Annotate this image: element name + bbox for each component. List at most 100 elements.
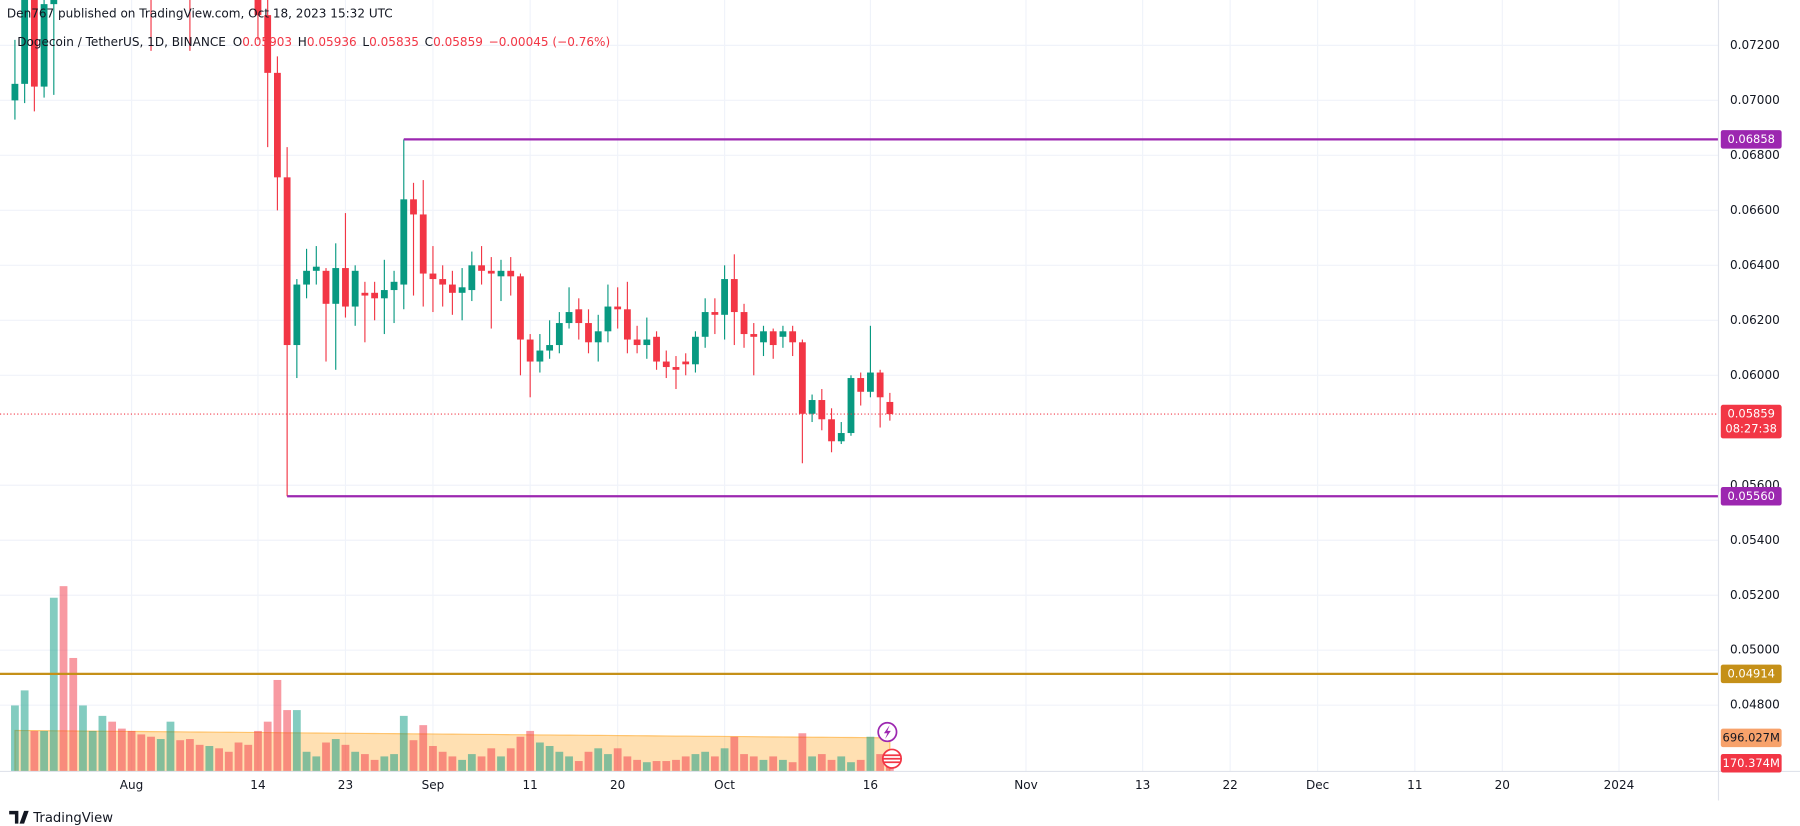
x-tick-label: Oct xyxy=(714,778,735,792)
candle-body xyxy=(789,331,797,343)
candle-body xyxy=(876,372,884,398)
volume-bar xyxy=(195,744,204,772)
candle-body xyxy=(283,177,291,346)
volume-bar xyxy=(302,751,311,772)
ohlc-value: 0.05859 xyxy=(433,34,483,48)
brand-logo xyxy=(9,810,29,824)
candle-body xyxy=(254,0,262,16)
x-tick-label: 13 xyxy=(1135,778,1150,792)
ohlc-key: C xyxy=(425,34,433,48)
volume-bar xyxy=(788,762,797,772)
candle-body xyxy=(867,372,874,392)
volume-bar xyxy=(322,742,330,772)
event-icon-glyph xyxy=(883,725,891,739)
volume-bar xyxy=(147,736,155,772)
level-label-bg xyxy=(1720,486,1782,506)
volume-bar xyxy=(40,730,48,772)
candle-body xyxy=(769,331,777,346)
candle-body xyxy=(565,312,573,324)
volume-bar xyxy=(117,728,126,772)
candle-body xyxy=(779,331,787,337)
candle-body xyxy=(585,323,592,343)
volume-bar xyxy=(681,756,690,772)
candle-body xyxy=(760,331,767,343)
candle-body xyxy=(594,331,602,343)
x-tick-label: 16 xyxy=(863,778,878,792)
volume-bar xyxy=(467,754,476,772)
candle-body xyxy=(264,15,272,73)
candle-body xyxy=(526,339,534,362)
publish-note: Den767 published on TradingView.com, Oct… xyxy=(7,6,393,20)
x-tick-label: 11 xyxy=(1407,778,1422,792)
volume-bar xyxy=(59,586,68,772)
candle-body xyxy=(380,290,388,299)
volume-pane xyxy=(11,586,894,772)
volume-bar xyxy=(108,721,117,772)
volume-bar xyxy=(156,739,165,772)
candle-body xyxy=(730,279,738,313)
y-tick-label: 0.06000 xyxy=(1730,368,1780,382)
level-label: 0.05560 xyxy=(1727,489,1774,503)
volume-bar xyxy=(749,756,758,772)
candle-body xyxy=(575,309,583,324)
volume-bar xyxy=(215,748,223,772)
candle-body xyxy=(351,270,359,307)
candle-body xyxy=(798,342,806,414)
volume-bar xyxy=(98,715,107,772)
candle-body xyxy=(400,199,408,285)
volume-bar xyxy=(448,756,457,772)
volume-bar xyxy=(390,754,398,772)
volume-bar xyxy=(633,759,641,772)
candle-body xyxy=(701,312,709,337)
candle-body xyxy=(614,306,622,310)
candle-body xyxy=(711,312,719,315)
volume-bar xyxy=(516,736,525,772)
volume-bar xyxy=(69,657,78,772)
candle-body xyxy=(458,287,466,293)
volume-bar xyxy=(623,756,632,772)
candle-body xyxy=(721,279,729,315)
volume-bar xyxy=(594,748,603,772)
x-tick-label: 2024 xyxy=(1604,778,1635,792)
volume-bar xyxy=(798,733,807,772)
volume-bar xyxy=(49,597,58,772)
candles xyxy=(11,0,894,497)
volume-bar xyxy=(283,710,292,772)
candle-body xyxy=(623,309,631,340)
candle-body xyxy=(322,270,330,304)
volume-bar xyxy=(370,759,379,772)
event-icon-glyph xyxy=(882,754,902,764)
candle-body xyxy=(886,401,894,415)
candle-body xyxy=(517,276,524,340)
volume-bar xyxy=(292,710,301,772)
candle-body xyxy=(633,339,641,346)
volume-bar xyxy=(419,725,428,772)
x-tick-label: 11 xyxy=(522,778,537,792)
volume-bar xyxy=(672,759,680,772)
volume-bar xyxy=(584,751,593,772)
candle-body xyxy=(312,266,320,271)
volume-bar xyxy=(351,751,360,772)
y-tick-label: 0.05200 xyxy=(1730,588,1780,602)
volume-bar xyxy=(545,745,554,772)
volume-bar xyxy=(565,756,573,772)
y-tick-label: 0.05400 xyxy=(1730,533,1780,547)
x-tick-label: Nov xyxy=(1014,778,1038,792)
volume-bar xyxy=(166,721,175,772)
candle-body xyxy=(468,265,476,291)
candle-body xyxy=(50,0,58,5)
ohlc-key: H xyxy=(298,34,307,48)
volume-bar xyxy=(361,754,369,772)
volume-bar xyxy=(186,739,194,772)
candle-body xyxy=(692,336,699,365)
volume-bar xyxy=(429,745,437,772)
volume-bar xyxy=(652,761,661,772)
candle-body xyxy=(682,361,690,365)
y-tick-label: 0.04800 xyxy=(1730,698,1780,712)
x-tick-label: 23 xyxy=(338,778,353,792)
volume-label-bg xyxy=(1720,753,1782,773)
volume-bar xyxy=(273,679,282,772)
symbol-legend: Dogecoin / TetherUS, 1D, BINANCE O0.05903… xyxy=(17,34,610,48)
volume-bar xyxy=(808,756,816,772)
axes: 0.048000.050000.052000.054000.056000.060… xyxy=(120,38,1780,792)
